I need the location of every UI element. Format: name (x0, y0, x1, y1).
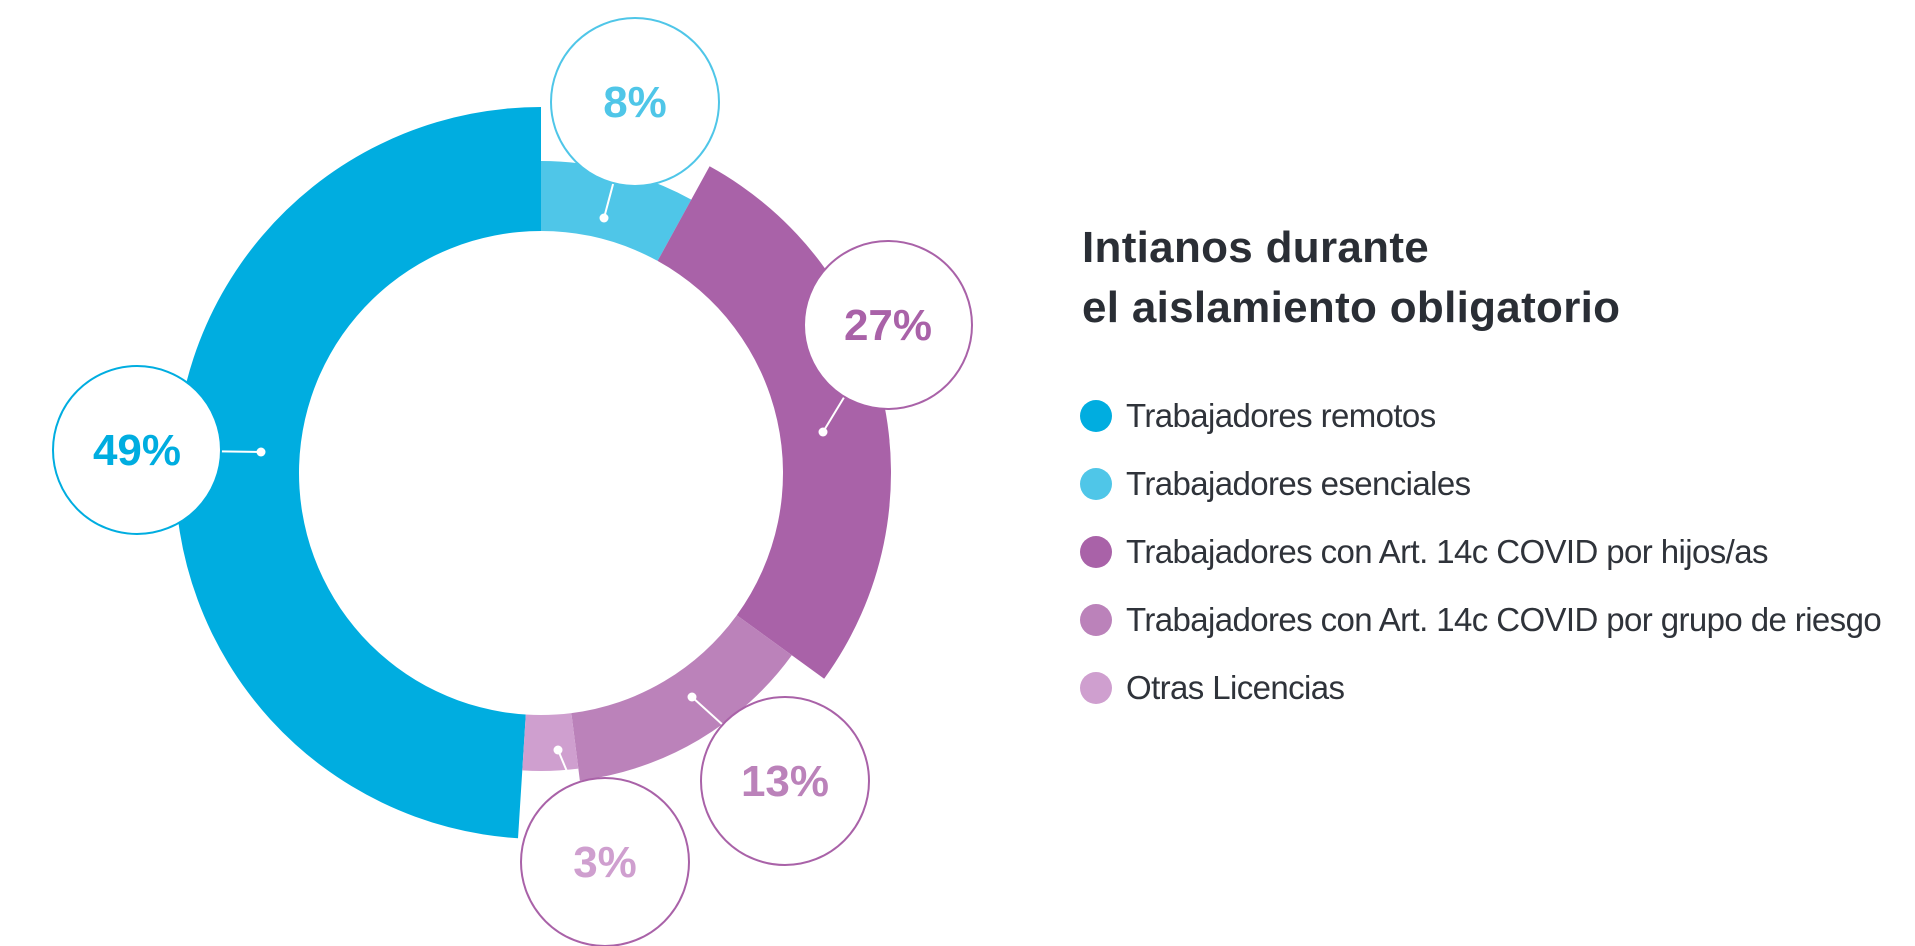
leader-dot-riesgo (687, 692, 697, 702)
data-label-otras: 3% (573, 838, 637, 887)
legend-label-hijos: Trabajadores con Art. 14c COVID por hijo… (1126, 533, 1768, 570)
legend-label-riesgo: Trabajadores con Art. 14c COVID por grup… (1126, 601, 1882, 638)
legend-item-remotos: Trabajadores remotos (1080, 382, 1881, 450)
legend-swatch-otras (1080, 672, 1112, 704)
legend-swatch-hijos (1080, 536, 1112, 568)
legend-label-esenciales: Trabajadores esenciales (1126, 465, 1471, 502)
slice-riesgo (571, 615, 792, 781)
leader-line-remotos (220, 450, 262, 453)
chart-title-line-1: Intianos durante (1082, 223, 1430, 272)
callout-bubble-riesgo (700, 696, 870, 866)
chart-title: Intianos durante el aislamiento obligato… (1082, 218, 1620, 338)
callout-bubble-hijos (803, 240, 973, 410)
legend-label-remotos: Trabajadores remotos (1126, 397, 1436, 434)
donut-chart-svg: 49% 8% 27% 13% 3% (52, 17, 973, 946)
legend-item-hijos: Trabajadores con Art. 14c COVID por hijo… (1080, 518, 1881, 586)
callout-bubble-remotos (52, 365, 222, 535)
legend-item-otras: Otras Licencias (1080, 654, 1881, 722)
chart-title-line-2: el aislamiento obligatorio (1082, 283, 1621, 332)
legend-item-esenciales: Trabajadores esenciales (1080, 450, 1881, 518)
legend-swatch-esenciales (1080, 468, 1112, 500)
legend-label-otras: Otras Licencias (1126, 669, 1345, 706)
donut-chart: 49% 8% 27% 13% 3% (52, 17, 973, 946)
slice-esenciales (541, 161, 692, 261)
slice-hijos (657, 166, 892, 679)
callout-bubble-esenciales (550, 17, 720, 187)
leader-dot-hijos (818, 427, 828, 437)
data-label-esenciales: 8% (603, 78, 667, 127)
data-label-remotos: 49% (93, 426, 181, 475)
leader-line-otras (557, 749, 574, 785)
slice-otras (522, 713, 579, 771)
slice-remotos (175, 107, 541, 839)
callout-bubble-otras (520, 777, 690, 946)
leader-dot-otras (553, 745, 563, 755)
leader-dot-remotos (256, 447, 266, 457)
data-label-hijos: 27% (844, 301, 932, 350)
leader-dot-esenciales (599, 213, 609, 223)
legend-swatch-riesgo (1080, 604, 1112, 636)
leader-line-esenciales (603, 182, 615, 219)
legend-item-riesgo: Trabajadores con Art. 14c COVID por grup… (1080, 586, 1882, 654)
leader-line-hijos (822, 396, 846, 433)
legend-swatch-remotos (1080, 400, 1112, 432)
legend: Trabajadores remotos Trabajadores esenci… (1080, 382, 1882, 722)
leader-line-riesgo (691, 696, 724, 726)
data-label-riesgo: 13% (741, 757, 829, 806)
